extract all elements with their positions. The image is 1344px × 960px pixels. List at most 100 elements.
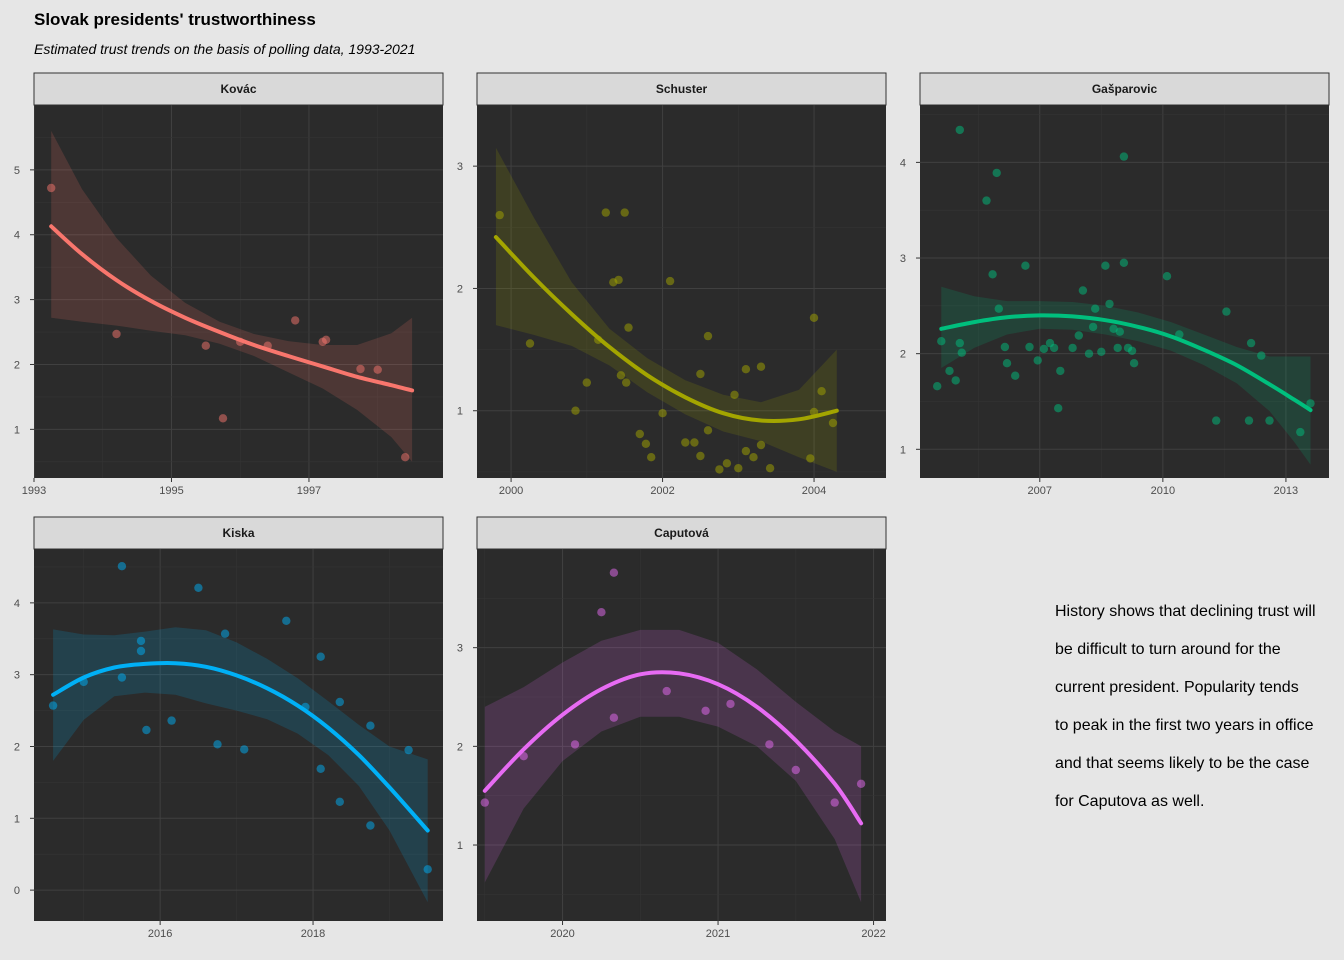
data-point-schuster-33 bbox=[765, 464, 775, 473]
data-point-gasparovic-38 bbox=[1127, 346, 1137, 355]
strip-kiska bbox=[33, 516, 444, 550]
strip-kovac bbox=[33, 72, 444, 106]
data-point-caputova-3 bbox=[570, 740, 580, 749]
panel-background bbox=[34, 105, 443, 478]
data-point-gasparovic-34 bbox=[1115, 327, 1125, 336]
strip-caputova bbox=[476, 516, 887, 550]
y-tick-label: 1 bbox=[457, 406, 463, 418]
data-point-schuster-26 bbox=[730, 390, 739, 399]
data-point-gasparovic-12 bbox=[1000, 342, 1010, 352]
data-point-schuster-29 bbox=[741, 446, 751, 456]
data-point-gasparovic-42 bbox=[1212, 416, 1221, 425]
trend-line-gasparovic bbox=[939, 313, 1313, 413]
data-point-gasparovic-36 bbox=[1119, 258, 1129, 267]
data-point-schuster-1 bbox=[495, 210, 504, 220]
y-tick-label: 3 bbox=[900, 253, 906, 265]
y-tick-label: 0 bbox=[14, 885, 20, 897]
data-point-kovac-12 bbox=[401, 453, 410, 462]
data-point-gasparovic-6 bbox=[955, 338, 964, 348]
data-point-kovac-2 bbox=[112, 329, 121, 339]
plot-content-schuster bbox=[493, 147, 839, 474]
x-tick-label: 2010 bbox=[1151, 485, 1175, 497]
data-point-gasparovic-39 bbox=[1129, 359, 1139, 368]
y-tick-label: 2 bbox=[900, 349, 906, 361]
x-tick-label: 2007 bbox=[1028, 485, 1052, 497]
x-tick-label: 1995 bbox=[159, 485, 183, 497]
data-point-gasparovic-2 bbox=[937, 337, 946, 346]
data-point-kovac-4 bbox=[218, 414, 228, 423]
strip-schuster bbox=[476, 72, 887, 106]
y-tick-label: 4 bbox=[14, 230, 20, 242]
x-tick-label: 2004 bbox=[802, 485, 826, 497]
data-point-kiska-21 bbox=[404, 745, 413, 755]
data-point-caputova-4 bbox=[597, 608, 606, 617]
data-point-kiska-4 bbox=[117, 673, 127, 682]
strip-label-gasparovic: Gašparovic bbox=[1092, 82, 1158, 96]
data-point-gasparovic-45 bbox=[1246, 338, 1256, 348]
strip-label-kovac: Kovác bbox=[220, 82, 256, 96]
confidence-band-kiska bbox=[53, 627, 428, 903]
confidence-band-caputova bbox=[484, 629, 862, 903]
data-point-schuster-16 bbox=[658, 409, 667, 418]
data-point-kovac-3 bbox=[201, 341, 210, 350]
data-point-kovac-9 bbox=[321, 335, 331, 344]
plot-content-kiska bbox=[48, 562, 432, 903]
gridlines bbox=[477, 549, 886, 921]
y-tick-label: 5 bbox=[14, 165, 20, 177]
data-point-schuster-8 bbox=[614, 275, 623, 285]
data-point-caputova-10 bbox=[765, 740, 774, 749]
data-point-gasparovic-23 bbox=[1068, 343, 1077, 353]
data-point-gasparovic-47 bbox=[1265, 416, 1274, 425]
x-tick-label: 1997 bbox=[297, 485, 321, 497]
data-point-schuster-19 bbox=[690, 438, 699, 447]
data-point-kiska-6 bbox=[136, 646, 146, 656]
data-point-gasparovic-41 bbox=[1175, 330, 1184, 339]
data-point-caputova-7 bbox=[662, 686, 671, 696]
data-point-schuster-14 bbox=[641, 439, 651, 448]
trend-line-kovac bbox=[49, 224, 415, 393]
data-point-gasparovic-7 bbox=[957, 348, 966, 357]
chart-subtitle: Estimated trust trends on the basis of p… bbox=[34, 41, 416, 57]
data-point-gasparovic-29 bbox=[1097, 347, 1106, 356]
data-point-gasparovic-30 bbox=[1101, 261, 1110, 270]
data-point-gasparovic-10 bbox=[992, 168, 1001, 178]
data-point-kiska-18 bbox=[335, 797, 344, 806]
x-tick-label: 2002 bbox=[650, 485, 674, 497]
data-point-gasparovic-14 bbox=[1011, 371, 1020, 380]
y-tick-label: 1 bbox=[900, 444, 906, 456]
trend-line-kiska bbox=[51, 661, 430, 833]
data-point-schuster-12 bbox=[624, 323, 633, 332]
panel-gasparovic: Gašparovic 2007 2010 2013 1 2 3 4 bbox=[900, 72, 1330, 497]
data-point-gasparovic-17 bbox=[1033, 356, 1042, 365]
data-point-gasparovic-44 bbox=[1244, 416, 1254, 425]
data-point-gasparovic-9 bbox=[988, 270, 997, 279]
data-point-gasparovic-25 bbox=[1078, 286, 1088, 295]
data-point-caputova-6 bbox=[609, 713, 619, 722]
data-point-caputova-12 bbox=[830, 798, 839, 807]
data-point-kiska-5 bbox=[136, 636, 146, 646]
strip-label-schuster: Schuster bbox=[656, 82, 708, 96]
data-point-schuster-21 bbox=[696, 369, 705, 379]
data-point-caputova-9 bbox=[726, 699, 735, 709]
x-tick-label: 1993 bbox=[22, 485, 46, 497]
plot-content-caputova bbox=[480, 568, 866, 903]
panel-schuster: Schuster 2000 2002 2004 1 2 3 bbox=[457, 72, 887, 497]
data-point-gasparovic-33 bbox=[1113, 343, 1122, 353]
strip-label-kiska: Kiska bbox=[222, 526, 254, 540]
data-point-schuster-27 bbox=[734, 464, 743, 473]
x-tick-label: 2016 bbox=[148, 928, 172, 940]
data-point-gasparovic-20 bbox=[1049, 343, 1059, 353]
confidence-band-kovac bbox=[51, 130, 413, 462]
data-point-kiska-17 bbox=[335, 697, 344, 707]
data-point-schuster-37 bbox=[817, 387, 826, 396]
data-point-gasparovic-43 bbox=[1222, 307, 1231, 316]
y-tick-label: 4 bbox=[900, 157, 906, 169]
data-point-schuster-3 bbox=[571, 406, 580, 415]
annotation-line-1: History shows that declining trust will bbox=[1055, 603, 1316, 620]
data-point-gasparovic-1 bbox=[933, 382, 942, 391]
panel-background bbox=[34, 549, 443, 921]
x-tick-label: 2000 bbox=[499, 485, 523, 497]
y-tick-label: 2 bbox=[457, 283, 463, 295]
data-point-schuster-28 bbox=[741, 365, 751, 374]
annotation-line-5: and that seems likely to be the case bbox=[1055, 755, 1310, 772]
